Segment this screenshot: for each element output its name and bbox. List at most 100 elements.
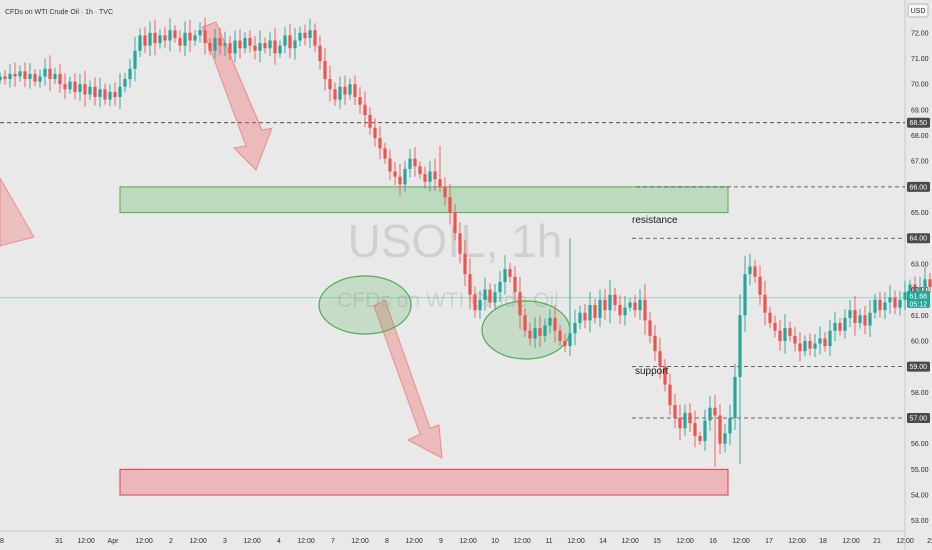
candle-body <box>373 127 377 139</box>
time-tick-label: 14 <box>599 538 607 545</box>
time-axis[interactable]: 28 31 12:00 Apr 12:00 2 12:00 3 12:00 4 12:00 7 12:0… <box>0 538 932 545</box>
candle-body <box>798 343 802 352</box>
candle-body <box>298 32 302 41</box>
candle-body <box>528 330 532 339</box>
time-tick-label: 31 <box>55 538 63 545</box>
currency-button[interactable]: USD <box>907 3 929 18</box>
candle-body <box>913 284 917 295</box>
candle-body <box>53 73 57 80</box>
price-tick-label: 65.00 <box>911 210 929 217</box>
price-tick-label: 53.00 <box>911 518 929 525</box>
candle-body <box>103 89 107 100</box>
candle-body <box>238 40 242 49</box>
candle-body <box>268 40 272 49</box>
time-tick-label: 9 <box>439 538 443 545</box>
candle-body <box>263 43 267 49</box>
candle-body <box>778 330 782 341</box>
candle-body <box>838 322 842 331</box>
candle-body <box>208 43 212 51</box>
price-tick-label: 68.00 <box>911 133 929 140</box>
candle-body <box>228 43 232 54</box>
candle-body <box>453 212 457 234</box>
candle-body <box>643 299 647 321</box>
candle-body <box>598 299 602 318</box>
candle-body <box>213 37 217 51</box>
candle-body <box>483 289 487 300</box>
time-tick-label: 12:00 <box>405 538 423 545</box>
level-price-tag-text: 68.50 <box>910 120 928 127</box>
candle-body <box>818 338 822 344</box>
candle-body <box>658 351 662 367</box>
candle-body <box>538 328 542 336</box>
time-tick-label: 12:00 <box>842 538 860 545</box>
candle-body <box>233 40 237 54</box>
candle-body <box>638 299 642 311</box>
support-zone <box>119 468 729 496</box>
candle-body <box>468 274 472 295</box>
candle-body <box>353 84 357 98</box>
candle-body <box>58 73 62 85</box>
time-tick-label: 12:00 <box>189 538 207 545</box>
candle-body <box>13 73 17 77</box>
last-price-value: 61.68 <box>910 293 928 300</box>
last-price-countdown: 05:12 <box>910 301 928 308</box>
candle-body <box>218 37 222 46</box>
level-price-tag-text: 57.00 <box>910 415 928 422</box>
candle-body <box>273 40 277 54</box>
candle-body <box>698 435 702 442</box>
candle-body <box>188 32 192 41</box>
candle-body <box>478 299 482 311</box>
candle-body <box>588 305 592 321</box>
candle-body <box>368 114 372 128</box>
candle-body <box>498 281 502 293</box>
drawings-layer <box>0 21 571 459</box>
time-tick-label: 12:00 <box>297 538 315 545</box>
time-tick-label: 10 <box>491 538 499 545</box>
candle-body <box>653 335 657 352</box>
candle-body <box>583 312 587 321</box>
candle-body <box>923 279 927 288</box>
levels-layer <box>0 122 905 419</box>
candle-body <box>183 32 187 46</box>
candle-body <box>688 412 692 424</box>
time-tick-label: 12:00 <box>732 538 750 545</box>
candle-body <box>733 376 737 419</box>
candle-body <box>88 86 92 95</box>
candle-body <box>813 343 817 349</box>
candle-body <box>423 174 427 182</box>
candle-body <box>123 79 127 87</box>
time-tick-label: 21 <box>873 538 881 545</box>
time-tick-label: 12:00 <box>676 538 694 545</box>
candle-body <box>833 322 837 331</box>
candle-body <box>178 37 182 46</box>
candle-body <box>438 179 442 187</box>
resistance-zone <box>119 186 729 214</box>
candle-body <box>463 253 467 275</box>
time-tick-label: 12:00 <box>459 538 477 545</box>
candle-body <box>98 89 102 98</box>
candle-body <box>613 294 617 306</box>
candle-body <box>608 294 612 311</box>
candle-body <box>663 366 667 385</box>
candle-body <box>408 158 412 169</box>
candle-body <box>748 266 752 275</box>
level-price-tag <box>907 361 930 372</box>
candle-body <box>0 76 2 81</box>
candle-body <box>198 30 202 36</box>
candle-body <box>363 104 367 115</box>
candle-body <box>458 233 462 254</box>
candle-body <box>543 325 547 336</box>
candle-body <box>388 158 392 172</box>
candle-body <box>783 328 787 341</box>
resistance-label: resistance <box>632 215 678 226</box>
candle-body <box>223 43 227 46</box>
candle-body <box>503 269 507 282</box>
candle-body <box>683 412 687 429</box>
candle-body <box>358 97 362 105</box>
candle-body <box>853 310 857 323</box>
candle-body <box>708 407 712 421</box>
time-tick-label: 3 <box>223 538 227 545</box>
candle-body <box>283 35 287 46</box>
